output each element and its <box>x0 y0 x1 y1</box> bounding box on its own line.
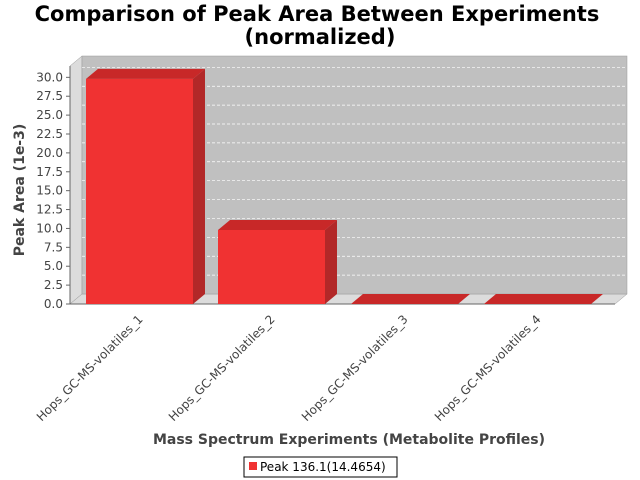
bars <box>86 68 603 304</box>
bar-top <box>351 294 470 304</box>
y-tick-label: 5.0 <box>44 259 63 273</box>
x-category-label: Hops_GC-MS-volatiles_1 <box>34 312 146 424</box>
y-tick-label: 7.5 <box>44 240 63 254</box>
bar-top <box>218 219 337 230</box>
y-tick-label: 0.0 <box>44 297 63 311</box>
legend-swatch <box>249 462 257 470</box>
chart-title: Comparison of Peak Area Between Experime… <box>35 2 600 26</box>
legend: Peak 136.1(14.4654) <box>243 456 398 478</box>
bar <box>351 294 470 304</box>
y-tick-label: 25.0 <box>36 108 63 122</box>
y-tick-label: 17.5 <box>36 165 63 179</box>
bar-front <box>218 229 325 304</box>
y-axis-ticks: 0.0 2.5 5.0 7.5 10.0 12.5 15.0 17.5 20.0 22.5 25.0… <box>36 66 615 311</box>
bar-side <box>193 68 205 304</box>
bar <box>218 219 337 304</box>
chart-subtitle: (normalized) <box>245 25 396 49</box>
y-tick-label: 22.5 <box>36 127 63 141</box>
y-tick-label: 27.5 <box>36 89 63 103</box>
x-category-label: Hops_GC-MS-volatiles_4 <box>432 312 544 424</box>
plot-side-wall <box>69 55 83 305</box>
legend-label: Peak 136.1(14.4654) <box>260 460 386 474</box>
y-tick-label: 10.0 <box>36 221 63 235</box>
bar-front <box>86 78 193 304</box>
x-axis-categories: Hops_GC-MS-volatiles_1 Hops_GC-MS-volatil… <box>34 312 544 424</box>
y-tick-label: 30.0 <box>36 70 63 84</box>
legend-box <box>243 456 398 478</box>
bar-side <box>325 219 337 304</box>
x-category-label: Hops_GC-MS-volatiles_2 <box>166 312 278 424</box>
bar <box>484 294 603 304</box>
y-tick-label: 2.5 <box>44 278 63 292</box>
x-axis-label: Mass Spectrum Experiments (Metabolite Pr… <box>153 432 545 448</box>
y-tick-label: 15.0 <box>36 184 63 198</box>
y-axis-label: Peak Area (1e-3) <box>12 124 28 257</box>
x-category-label: Hops_GC-MS-volatiles_3 <box>299 312 411 424</box>
bar-top <box>86 68 205 79</box>
y-tick-label: 20.0 <box>36 146 63 160</box>
bar <box>86 68 205 304</box>
y-tick-label: 12.5 <box>36 203 63 217</box>
bar-top <box>484 294 603 304</box>
